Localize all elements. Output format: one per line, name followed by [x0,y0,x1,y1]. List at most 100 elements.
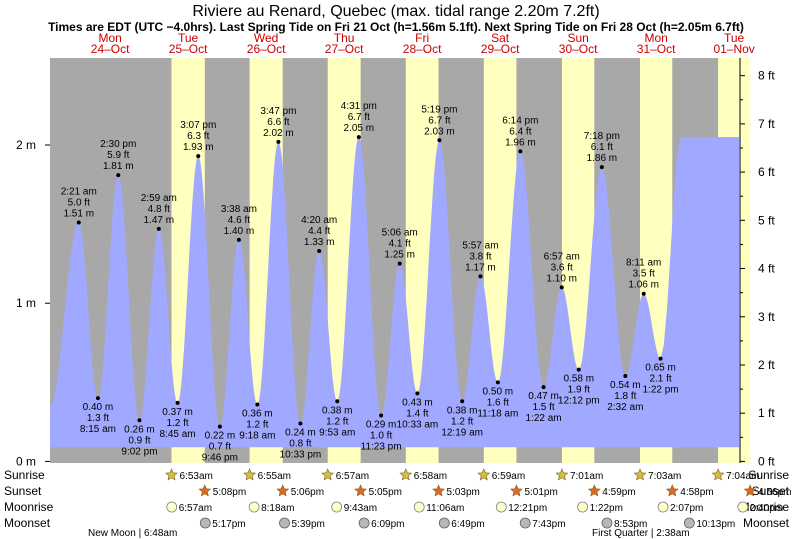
low-tide-height-m: 0.38 m [322,405,353,416]
high-tide-height-m: 1.25 m [384,250,415,261]
sunrise-icon [399,468,413,481]
high-tide-height-m: 1.51 m [63,209,94,220]
low-tide-time: 9:02 pm [121,446,157,457]
moonrise-time: 2:07pm [670,503,703,514]
high-tide-marker [276,139,281,144]
high-tide-height-ft: 6.6 ft [267,117,289,128]
high-tide-height-m: 1.93 m [183,142,214,153]
high-tide-height-m: 1.86 m [587,153,618,164]
day-name-label: Sat [491,31,510,45]
moonrise-icon [737,501,749,513]
sunrise-icon [321,468,335,481]
low-tide-marker [495,380,500,385]
low-tide-time: 2:32 am [607,402,643,413]
high-tide-height-m: 1.17 m [465,262,496,273]
sunrise-time: 7:04am [726,471,759,482]
low-tide-height-m: 0.54 m [610,380,641,391]
high-tide-height-ft: 6.3 ft [187,131,209,142]
right-axis-tick-label: 1 ft [758,406,775,420]
sunset-time: 4:56pm [758,487,791,498]
low-tide-height-ft: 0.9 ft [128,435,150,446]
sunrise-time: 6:58am [414,471,447,482]
moonrise-icon [248,501,260,513]
low-tide-marker [379,413,384,418]
low-tide-height-m: 0.36 m [242,408,273,419]
moonrise-icon [331,501,343,513]
sunset-icon [509,484,523,497]
low-tide-height-ft: 1.9 ft [568,385,590,396]
high-tide-time: 5:19 pm [421,104,457,115]
low-tide-height-m: 0.24 m [285,427,316,438]
day-date-label: 25–Oct [169,42,208,56]
low-tide-height-ft: 1.8 ft [614,391,636,402]
day-labels: Mon24–OctTue25–OctWed26–OctThu27–OctFri2… [91,31,755,56]
day-name-label: Tue [724,31,745,45]
low-tide-height-ft: 1.2 ft [451,416,473,427]
tide-annotations: 2:21 am5.0 ft1.51 m 0.40 m1.3 ft8:15 am 2:… [61,101,679,464]
moonrise-icon [495,501,507,513]
low-tide-marker [541,385,546,390]
sunset-time: 5:01pm [524,487,557,498]
right-axis-tick-label: 3 ft [758,310,775,324]
low-tide-marker [95,396,100,401]
sunset-time: 5:05pm [369,487,402,498]
high-tide-height-m: 2.03 m [424,126,455,137]
moonrise-time: 8:18am [261,503,294,514]
low-tide-height-m: 0.43 m [402,397,433,408]
high-tide-height-ft: 6.1 ft [591,142,613,153]
high-tide-height-ft: 4.1 ft [389,239,411,250]
low-tide-marker [576,367,581,372]
day-name-label: Tue [178,31,199,45]
moonrise-time: 9:43am [344,503,377,514]
low-tide-height-ft: 1.2 ft [166,418,188,429]
day-date-label: 31–Oct [637,42,676,56]
sunset-icon [587,484,601,497]
high-tide-time: 2:59 am [141,193,177,204]
high-tide-time: 4:31 pm [341,101,377,112]
high-tide-marker [397,261,402,266]
sunrise-icon [477,468,491,481]
sunrise-icon [243,468,257,481]
low-tide-time: 9:53 am [319,427,355,438]
high-tide-height-m: 2.05 m [344,123,375,134]
right-axis-tick-label: 6 ft [758,165,775,179]
sunset-icon [432,484,445,497]
high-tide-time: 3:47 pm [260,106,296,117]
axes: 0 m 1 m 2 m 0 ft 1 ft 2 ft 3 ft 4 ft 5 ft 6 ft 7 f… [16,58,775,468]
sunrise-time: 6:59am [492,471,525,482]
right-axis-tick-label: 2 ft [758,358,775,372]
low-tide-marker [335,399,340,404]
high-tide-height-ft: 6.7 ft [428,115,450,126]
astro-rows: Sunrise Sunset Moonrise Moonset Sunrise … [4,468,792,539]
sunset-label-right: Sunset [752,484,790,498]
low-tide-time: 11:23 pm [361,442,402,453]
low-tide-marker [460,399,465,404]
day-date-label: 28–Oct [403,42,442,56]
high-tide-marker [317,249,322,254]
sunset-icon [198,484,212,497]
low-tide-time: 12:12 pm [558,396,600,407]
sunrise-time: 7:03am [648,471,681,482]
sunset-icon [665,484,679,497]
high-tide-marker [437,138,442,143]
high-tide-height-ft: 5.0 ft [68,198,90,209]
low-tide-marker [217,424,222,429]
high-tide-marker [116,173,121,178]
high-tide-time: 2:21 am [61,187,97,198]
right-axis-tick-label: 8 ft [758,69,775,83]
high-tide-marker [76,220,81,225]
high-tide-marker [196,154,201,159]
high-tide-time: 8:11 am [626,258,661,269]
sunrise-icon [555,468,569,481]
sunset-icon [743,484,757,497]
low-tide-time: 1:22 am [526,413,562,424]
moonset-time: 8:53pm [614,519,647,530]
high-tide-time: 3:07 pm [180,120,216,131]
high-tide-marker [478,274,483,279]
high-tide-time: 4:20 am [301,215,337,226]
low-tide-marker [175,400,180,405]
high-tide-height-m: 1.33 m [304,237,335,248]
high-tide-time: 3:38 am [221,204,257,215]
day-name-label: Sun [567,31,588,45]
